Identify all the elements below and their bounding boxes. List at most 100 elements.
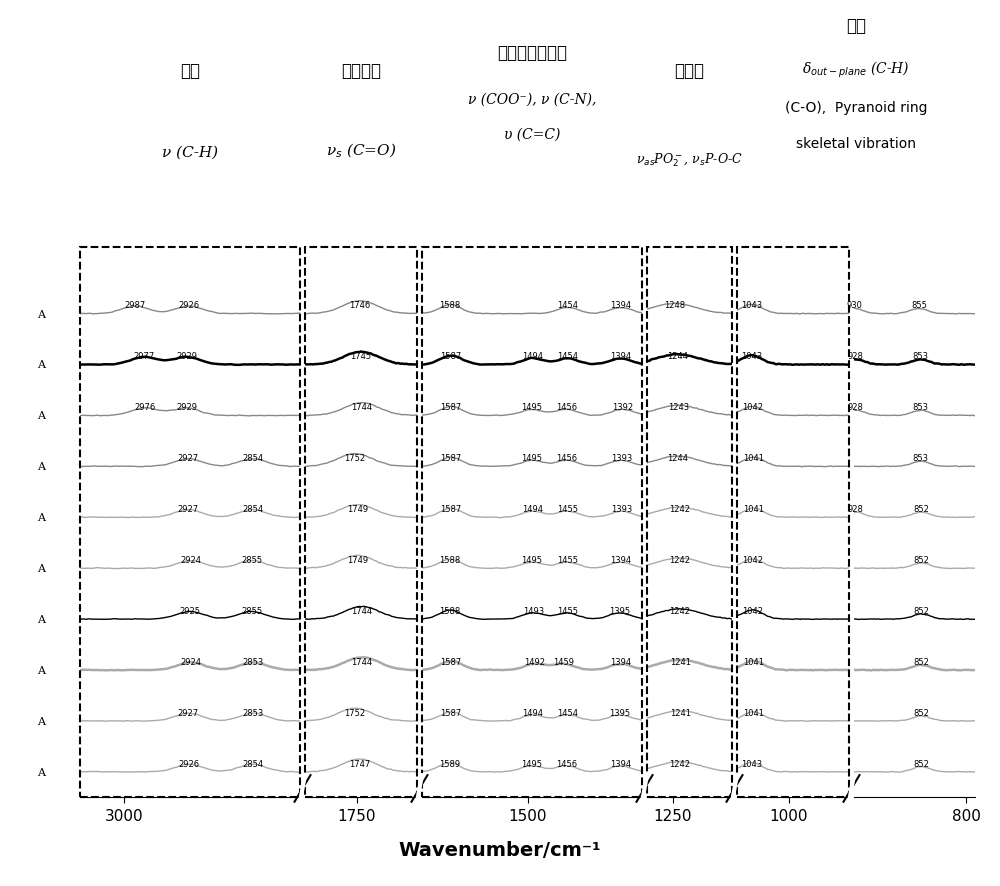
Text: A: A <box>37 462 45 471</box>
Text: 1242: 1242 <box>669 504 690 514</box>
Text: 852: 852 <box>913 657 929 666</box>
Text: 1456: 1456 <box>556 403 577 412</box>
Text: 2929: 2929 <box>176 403 197 412</box>
Text: 1042: 1042 <box>742 403 763 412</box>
Text: 1248: 1248 <box>664 301 685 310</box>
Text: 1744: 1744 <box>351 606 372 615</box>
Text: 1395: 1395 <box>609 606 631 615</box>
Text: 1456: 1456 <box>556 454 577 462</box>
Text: 1241: 1241 <box>670 657 691 666</box>
Text: 1752: 1752 <box>344 454 366 462</box>
Text: 1588: 1588 <box>440 301 461 310</box>
Text: 853: 853 <box>913 403 929 412</box>
Text: 2987: 2987 <box>125 301 146 310</box>
Text: 1494: 1494 <box>522 504 543 514</box>
Text: 1455: 1455 <box>557 606 578 615</box>
Text: 1745: 1745 <box>350 352 372 361</box>
Text: 2854: 2854 <box>242 454 263 462</box>
Text: 1587: 1587 <box>440 403 462 412</box>
Text: 852: 852 <box>913 606 929 615</box>
Text: 2925: 2925 <box>180 606 201 615</box>
Text: 1242: 1242 <box>669 758 690 768</box>
Text: 1493: 1493 <box>523 606 544 615</box>
Text: 氨基酸，酯，醛: 氨基酸，酯，醛 <box>497 44 567 62</box>
Text: 1393: 1393 <box>611 504 632 514</box>
Text: 1394: 1394 <box>610 657 631 666</box>
Text: 1454: 1454 <box>558 352 579 361</box>
Text: 1395: 1395 <box>609 708 631 717</box>
Text: 2924: 2924 <box>180 556 201 564</box>
Text: 1494: 1494 <box>522 352 543 361</box>
Text: 糖类: 糖类 <box>846 18 866 35</box>
Text: 1394: 1394 <box>610 301 631 310</box>
Text: A: A <box>37 411 45 421</box>
Text: 1495: 1495 <box>522 454 542 462</box>
Text: 928: 928 <box>848 403 864 412</box>
Text: 2927: 2927 <box>178 708 199 717</box>
Text: 1744: 1744 <box>351 403 372 412</box>
Text: 853: 853 <box>913 352 929 361</box>
Text: 852: 852 <box>913 504 929 514</box>
Text: 1043: 1043 <box>741 301 762 310</box>
Text: 1459: 1459 <box>553 657 574 666</box>
Text: 2926: 2926 <box>179 758 200 768</box>
Text: 2977: 2977 <box>134 352 155 361</box>
Text: 1241: 1241 <box>670 708 691 717</box>
Text: 1492: 1492 <box>524 657 545 666</box>
Text: 1752: 1752 <box>344 708 366 717</box>
Text: 1041: 1041 <box>743 454 764 462</box>
Text: 2854: 2854 <box>242 504 263 514</box>
Text: 1744: 1744 <box>351 657 372 666</box>
Text: 1244: 1244 <box>667 352 688 361</box>
Text: 1041: 1041 <box>743 708 764 717</box>
Text: ν (COO⁻), ν (C-N),: ν (COO⁻), ν (C-N), <box>468 92 596 106</box>
Text: 1394: 1394 <box>610 556 631 564</box>
Text: 2853: 2853 <box>243 657 264 666</box>
Text: 1042: 1042 <box>742 556 763 564</box>
Text: A: A <box>37 360 45 370</box>
Text: 853: 853 <box>913 454 929 462</box>
Text: 1242: 1242 <box>669 556 690 564</box>
Text: A: A <box>37 513 45 523</box>
Text: 1587: 1587 <box>440 504 462 514</box>
Text: A: A <box>37 767 45 777</box>
Text: A: A <box>37 309 45 319</box>
Text: A: A <box>37 563 45 573</box>
Text: 930: 930 <box>846 301 862 310</box>
Text: 2924: 2924 <box>180 657 201 666</box>
Text: A: A <box>37 614 45 625</box>
Text: 1043: 1043 <box>741 352 762 361</box>
Text: 1588: 1588 <box>440 606 461 615</box>
Text: 1495: 1495 <box>522 403 542 412</box>
Text: δ$_{out-plane}$ (C-H): δ$_{out-plane}$ (C-H) <box>802 59 910 80</box>
Text: υ (C=C): υ (C=C) <box>504 128 560 142</box>
Text: 2855: 2855 <box>241 606 262 615</box>
Text: ν$_{as}$PO$_2^-$, ν$_s$P-O-C: ν$_{as}$PO$_2^-$, ν$_s$P-O-C <box>636 151 743 168</box>
Text: (C-O),  Pyranoid ring: (C-O), Pyranoid ring <box>785 101 927 115</box>
Text: 2854: 2854 <box>242 758 263 768</box>
Text: 2927: 2927 <box>178 454 199 462</box>
Text: 928: 928 <box>848 504 864 514</box>
Text: 1394: 1394 <box>610 758 631 768</box>
Text: 1455: 1455 <box>557 504 578 514</box>
Text: A: A <box>37 716 45 727</box>
Text: 2853: 2853 <box>243 708 264 717</box>
Text: ν$_s$ (C=O): ν$_s$ (C=O) <box>326 141 396 159</box>
Text: 1454: 1454 <box>558 301 579 310</box>
Text: 1393: 1393 <box>611 454 632 462</box>
Text: 1041: 1041 <box>743 657 764 666</box>
Text: 2926: 2926 <box>179 301 200 310</box>
Text: 1587: 1587 <box>440 352 462 361</box>
Text: 1455: 1455 <box>557 556 578 564</box>
Text: 1495: 1495 <box>522 758 542 768</box>
Text: 855: 855 <box>911 301 927 310</box>
Text: 1041: 1041 <box>743 504 764 514</box>
Text: ν (C-H): ν (C-H) <box>162 145 218 159</box>
Text: 脂肪，酮: 脂肪，酮 <box>341 63 381 80</box>
Text: 1043: 1043 <box>741 758 762 768</box>
Text: 852: 852 <box>913 556 929 564</box>
Text: 1392: 1392 <box>612 403 633 412</box>
Text: 磷酸盐: 磷酸盐 <box>674 62 704 80</box>
Text: 1244: 1244 <box>667 454 688 462</box>
Text: Wavenumber/cm⁻¹: Wavenumber/cm⁻¹ <box>399 841 601 859</box>
